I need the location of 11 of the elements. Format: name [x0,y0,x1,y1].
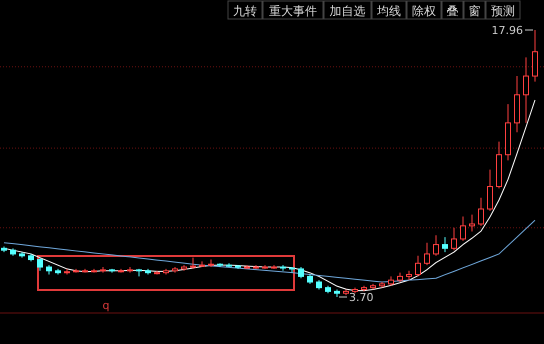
text: 预测 [491,4,515,18]
text: 窗 [468,4,480,18]
text: 九转 [233,4,257,18]
text: 重大事件 [269,4,317,18]
annotation: 17.96 [492,24,523,37]
text: q [102,299,110,312]
text: 除权 [412,4,436,18]
text: 叠 [446,4,458,18]
text: 加自选 [330,4,366,18]
text: 均线 [376,4,401,18]
annotation: 3.70 [349,291,374,304]
